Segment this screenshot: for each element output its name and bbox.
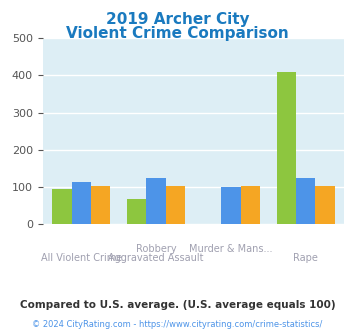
Bar	[221, 187, 241, 224]
Text: Compared to U.S. average. (U.S. average equals 100): Compared to U.S. average. (U.S. average …	[20, 300, 335, 310]
Bar	[241, 186, 260, 224]
Text: Murder & Mans...: Murder & Mans...	[189, 244, 273, 254]
Text: 2019 Archer City: 2019 Archer City	[106, 12, 249, 26]
Text: Rape: Rape	[293, 253, 318, 263]
Bar	[315, 186, 335, 224]
Bar	[72, 182, 91, 224]
Bar	[277, 72, 296, 224]
Bar	[91, 186, 110, 224]
Text: © 2024 CityRating.com - https://www.cityrating.com/crime-statistics/: © 2024 CityRating.com - https://www.city…	[32, 320, 323, 329]
Text: Violent Crime Comparison: Violent Crime Comparison	[66, 26, 289, 41]
Text: Robbery: Robbery	[136, 244, 176, 254]
Bar	[127, 199, 146, 224]
Bar	[166, 186, 185, 224]
Text: Aggravated Assault: Aggravated Assault	[108, 253, 204, 263]
Bar	[296, 178, 315, 224]
Bar	[52, 189, 72, 224]
Text: All Violent Crime: All Violent Crime	[41, 253, 122, 263]
Bar	[146, 178, 166, 224]
